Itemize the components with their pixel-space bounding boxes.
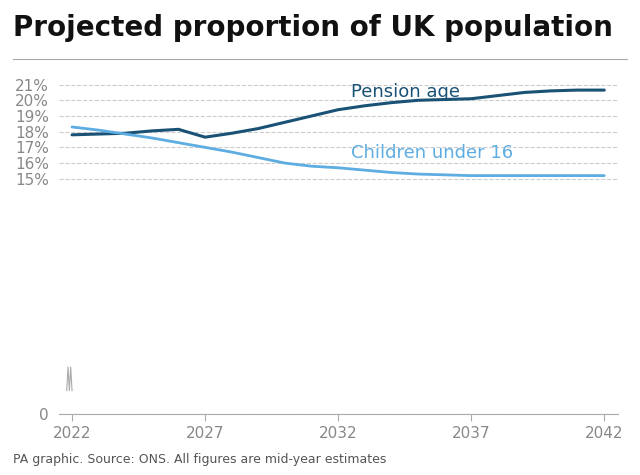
Text: PA graphic. Source: ONS. All figures are mid-year estimates: PA graphic. Source: ONS. All figures are… bbox=[13, 453, 386, 465]
Text: Pension age: Pension age bbox=[351, 83, 460, 101]
Text: Projected proportion of UK population: Projected proportion of UK population bbox=[13, 14, 612, 42]
Text: Children under 16: Children under 16 bbox=[351, 144, 513, 162]
